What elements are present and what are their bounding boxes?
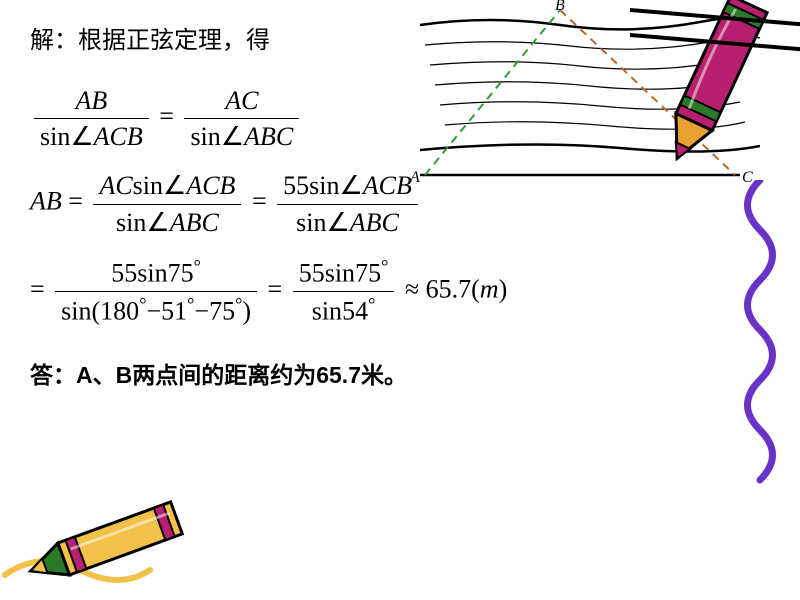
eq1-lhs-angle: ∠ <box>70 122 93 151</box>
eq1-rhs-sin: sin <box>190 122 220 151</box>
diagram-label-a: A <box>409 169 420 186</box>
eq3-unit: m <box>480 274 499 303</box>
eq3-f2-num-val: 55 <box>299 258 325 287</box>
eq3-f1-den-open: (180 <box>92 296 140 325</box>
eq2-f2-num-angle: ∠ <box>339 171 362 200</box>
eq3-f1-den-sin: sin <box>61 296 91 325</box>
purple-squiggle-icon <box>730 180 790 490</box>
eq3-f2-num-deg: 75 <box>355 258 381 287</box>
eq2-lhs: AB <box>30 187 62 216</box>
eq1-lhs-num: AB <box>76 86 108 115</box>
eq2-f1-num-sin: sin <box>133 171 163 200</box>
eq3-f2-num-sin: sin <box>325 258 355 287</box>
eq3-result-close: ) <box>499 274 508 303</box>
eq2-f2-den-angle: ∠ <box>326 208 349 237</box>
eq2-f1-den-angle: ∠ <box>146 208 169 237</box>
eq3-result: 65.7( <box>426 274 480 303</box>
eq3-f1-den-close: ) <box>242 296 251 325</box>
eq3-f1-num-val: 55 <box>111 258 137 287</box>
eq3-f1-den-mid1: −51 <box>146 296 187 325</box>
crayon-bottom-left-icon <box>0 480 220 600</box>
equation-3: = 55sin75° sin(180°−51°−75°) = 55sin75° … <box>30 256 770 327</box>
eq2-f1-den-label: ABC <box>170 208 219 237</box>
eq1-lhs-label: ACB <box>94 122 143 151</box>
eq1-lhs-sin: sin <box>40 122 70 151</box>
eq3-f2-den-deg: 54 <box>342 296 368 325</box>
eq3-f1-den-mid2: −75 <box>194 296 235 325</box>
answer-text: 答：A、B两点间的距离约为65.7米。 <box>30 356 770 390</box>
eq2-f2-num-sin: sin <box>309 171 339 200</box>
crayon-top-right-icon <box>630 0 800 190</box>
eq3-f2-den-sin: sin <box>312 296 342 325</box>
eq2-f1-num-angle: ∠ <box>163 171 186 200</box>
eq1-rhs-angle: ∠ <box>221 122 244 151</box>
diagram-label-b: B <box>555 0 565 14</box>
eq2-f2-den-label: ABC <box>350 208 399 237</box>
eq3-approx: ≈ <box>405 274 419 303</box>
eq1-rhs-num: AC <box>225 86 258 115</box>
eq2-f2-den-sin: sin <box>296 208 326 237</box>
eq2-f1-num-label: ACB <box>186 171 235 200</box>
eq3-f1-num-deg: 75 <box>168 258 194 287</box>
eq2-f2-num-val: 55 <box>283 171 309 200</box>
eq2-f1-den-sin: sin <box>116 208 146 237</box>
eq1-rhs-label: ABC <box>244 122 293 151</box>
eq2-f1-num-ac: AC <box>99 171 132 200</box>
eq3-f1-num-sin: sin <box>137 258 167 287</box>
